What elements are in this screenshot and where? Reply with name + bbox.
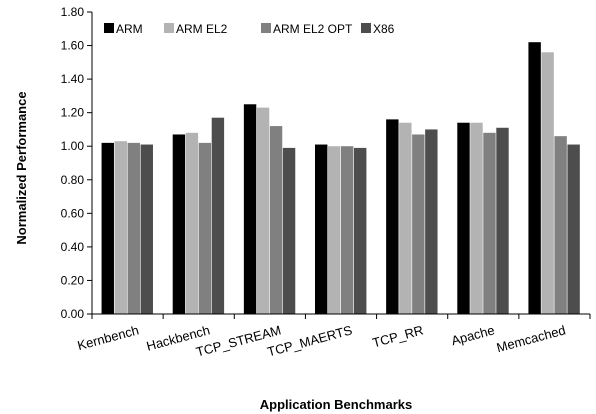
bar-arm-el2-hackbench [185,132,199,314]
bar-x86-hackbench [211,117,225,314]
legend-label: ARM EL2 OPT [273,22,353,36]
y-tick-label: 1.80 [61,5,85,19]
legend-label: ARM EL2 [176,22,228,36]
bar-arm-el2-opt-kernbench [127,142,140,314]
legend-swatch-arm-el2 [164,23,174,33]
y-tick-label: 0.20 [61,273,85,287]
legend-swatch-arm-el2-opt [261,23,271,33]
bar-arm-el2-kernbench [114,141,127,314]
legend: ARM ARM EL2 ARM EL2 OPT X86 [104,22,395,36]
bar-x86-kernbench [140,144,153,314]
legend-label: X86 [373,22,395,36]
bar-arm-el2-tcp_rr [399,122,412,314]
bars [101,42,580,315]
x-tick-label: TCP_RR [371,322,425,350]
bar-x86-tcp_stream [282,147,296,314]
legend-swatch-arm [104,23,114,33]
bar-arm-tcp_maerts [315,144,328,314]
bar-arm-tcp_stream [243,104,257,314]
y-tick-label: 0.60 [61,206,85,220]
x-tick-label: Apache [450,322,496,348]
bar-arm-hackbench [172,134,186,314]
bar-arm-el2-opt-tcp_stream [269,126,283,314]
bar-x86-tcp_maerts [354,147,367,314]
y-axis-ticks: 0.00 0.20 0.40 0.60 0.80 1.00 1.20 1.40 1.60 1.80 [61,5,92,321]
bar-arm-el2-opt-hackbench [198,142,212,314]
y-tick-label: 1.00 [61,139,85,153]
y-tick-label: 0.00 [61,307,85,321]
x-axis-label: Application Benchmarks [260,397,412,412]
y-tick-label: 1.60 [61,39,85,53]
bar-x86-memcached [567,144,580,314]
bar-arm-el2-opt-apache [483,132,496,314]
bar-arm-el2-memcached [541,52,554,315]
bar-arm-tcp_rr [386,119,399,314]
bar-arm-el2-opt-memcached [554,136,567,314]
bar-arm-el2-tcp_maerts [328,146,341,314]
y-tick-label: 1.40 [61,72,85,86]
bar-arm-el2-tcp_stream [256,107,270,314]
bar-arm-apache [457,122,470,314]
legend-swatch-x86 [361,23,371,33]
y-axis-label: Normalized Performance [14,91,29,244]
y-tick-label: 0.80 [61,173,85,187]
x-tick-label: Kernbench [76,322,141,353]
bar-arm-el2-apache [470,122,483,314]
legend-label: ARM [116,22,143,36]
y-tick-label: 1.20 [61,106,85,120]
bar-arm-memcached [528,42,541,314]
bar-x86-tcp_rr [425,129,438,314]
bar-arm-kernbench [101,142,114,314]
axes [91,12,591,319]
x-tick-label: Memcached [495,322,567,355]
y-tick-label: 0.40 [61,240,85,254]
bar-arm-el2-opt-tcp_rr [412,134,425,314]
bar-x86-apache [496,127,509,315]
bar-arm-el2-opt-tcp_maerts [341,146,354,314]
